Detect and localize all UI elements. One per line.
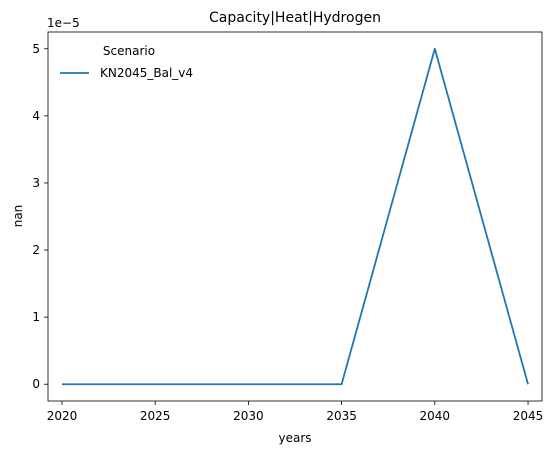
x-tick-label: 2030 [233,409,264,423]
y-axis-offset-label: 1e−5 [47,16,80,30]
y-tick-label: 5 [32,42,40,56]
x-tick-label: 2045 [513,409,544,423]
y-tick-label: 4 [32,109,40,123]
series-layer [61,47,529,386]
y-tick-label: 2 [32,243,40,257]
legend-label-kn2045-bal-v4: KN2045_Bal_v4 [100,66,193,80]
plot-area [47,31,543,402]
x-tick-label: 2020 [47,409,78,423]
y-tick-label: 3 [32,176,40,190]
x-tick-label: 2025 [140,409,171,423]
y-axis-label: nan [11,205,25,228]
x-axis-label: years [278,431,311,445]
x-tick-label: 2035 [326,409,357,423]
legend: Scenario KN2045_Bal_v4 [60,44,193,80]
x-axis: 2020 2025 2030 2035 2040 2045 [47,401,544,423]
y-tick-label: 0 [32,377,40,391]
y-tick-label: 1 [32,310,40,324]
series-line-kn2045-bal-v4 [61,47,529,386]
x-tick-label: 2040 [420,409,451,423]
legend-title: Scenario [103,44,155,58]
chart-title: Capacity|Heat|Hydrogen [209,10,381,26]
y-axis: 0 1 2 3 4 5 [32,42,48,391]
